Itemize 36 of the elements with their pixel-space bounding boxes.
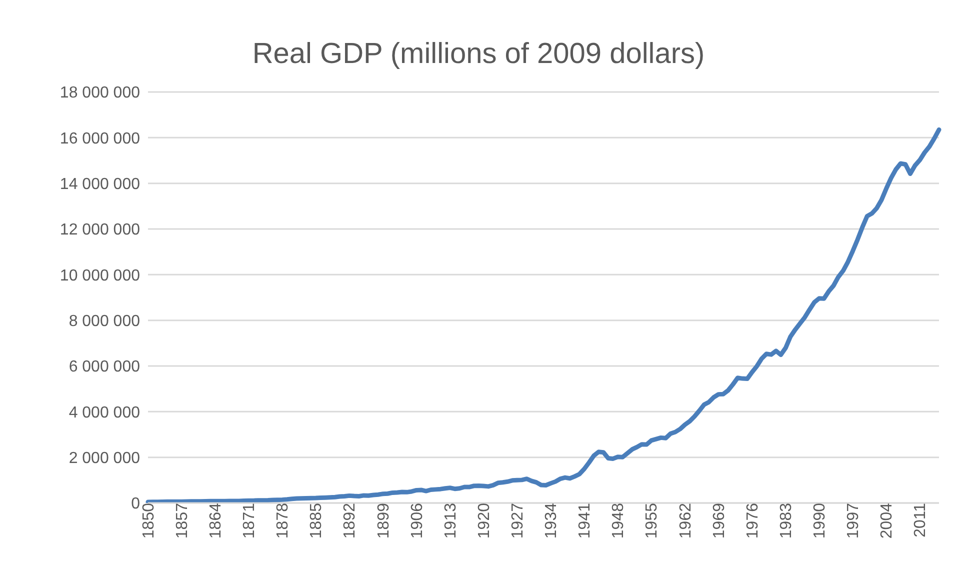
x-tick-label: 1857 <box>174 502 191 539</box>
y-tick-label: 18 000 000 <box>60 84 140 102</box>
x-tick-label: 1906 <box>408 502 426 539</box>
line-series <box>146 127 942 503</box>
x-tick-label: 1983 <box>778 502 795 539</box>
x-tick-label: 1997 <box>845 502 862 539</box>
y-tick-label: 12 000 000 <box>60 222 140 239</box>
x-tick-label: 1850 <box>140 502 158 539</box>
x-tick-label: 1990 <box>812 502 829 539</box>
x-tick-label: 2004 <box>878 502 896 539</box>
y-tick-label: 14 000 000 <box>60 176 140 194</box>
chart-title: Real GDP (millions of 2009 dollars) <box>251 37 706 72</box>
x-tick-label: 1920 <box>476 502 493 539</box>
y-tick-label: 16 000 000 <box>60 130 140 148</box>
y-tick-label: 8 000 000 <box>68 313 140 330</box>
x-tick-label: 1878 <box>274 502 292 539</box>
x-tick-label: 1885 <box>308 502 326 539</box>
x-tick-label: 1948 <box>610 502 628 539</box>
x-tick-label: 1927 <box>509 502 526 539</box>
y-tick-label: 2 000 000 <box>68 450 140 468</box>
x-tick-label: 1962 <box>677 502 694 539</box>
x-tick-label: 1969 <box>710 502 728 539</box>
y-tick-label: 4 000 000 <box>68 404 140 422</box>
y-tick-label: 10 000 000 <box>60 267 140 284</box>
x-tick-label: 1892 <box>342 502 359 539</box>
x-tick-label: 1871 <box>241 502 258 539</box>
x-tick-label: 1955 <box>644 502 661 539</box>
x-tick-label: 1941 <box>576 502 594 539</box>
x-tick-label: 1976 <box>744 502 762 539</box>
x-tick-label: 1899 <box>375 502 392 539</box>
x-tick-label: 1913 <box>442 502 460 539</box>
x-tick-label: 2011 <box>912 502 930 538</box>
x-tick-label: 1934 <box>543 502 560 539</box>
y-tick-label: 0 <box>131 496 140 513</box>
x-tick-label: 1864 <box>207 502 224 539</box>
y-tick-label: 6 000 000 <box>68 358 140 376</box>
